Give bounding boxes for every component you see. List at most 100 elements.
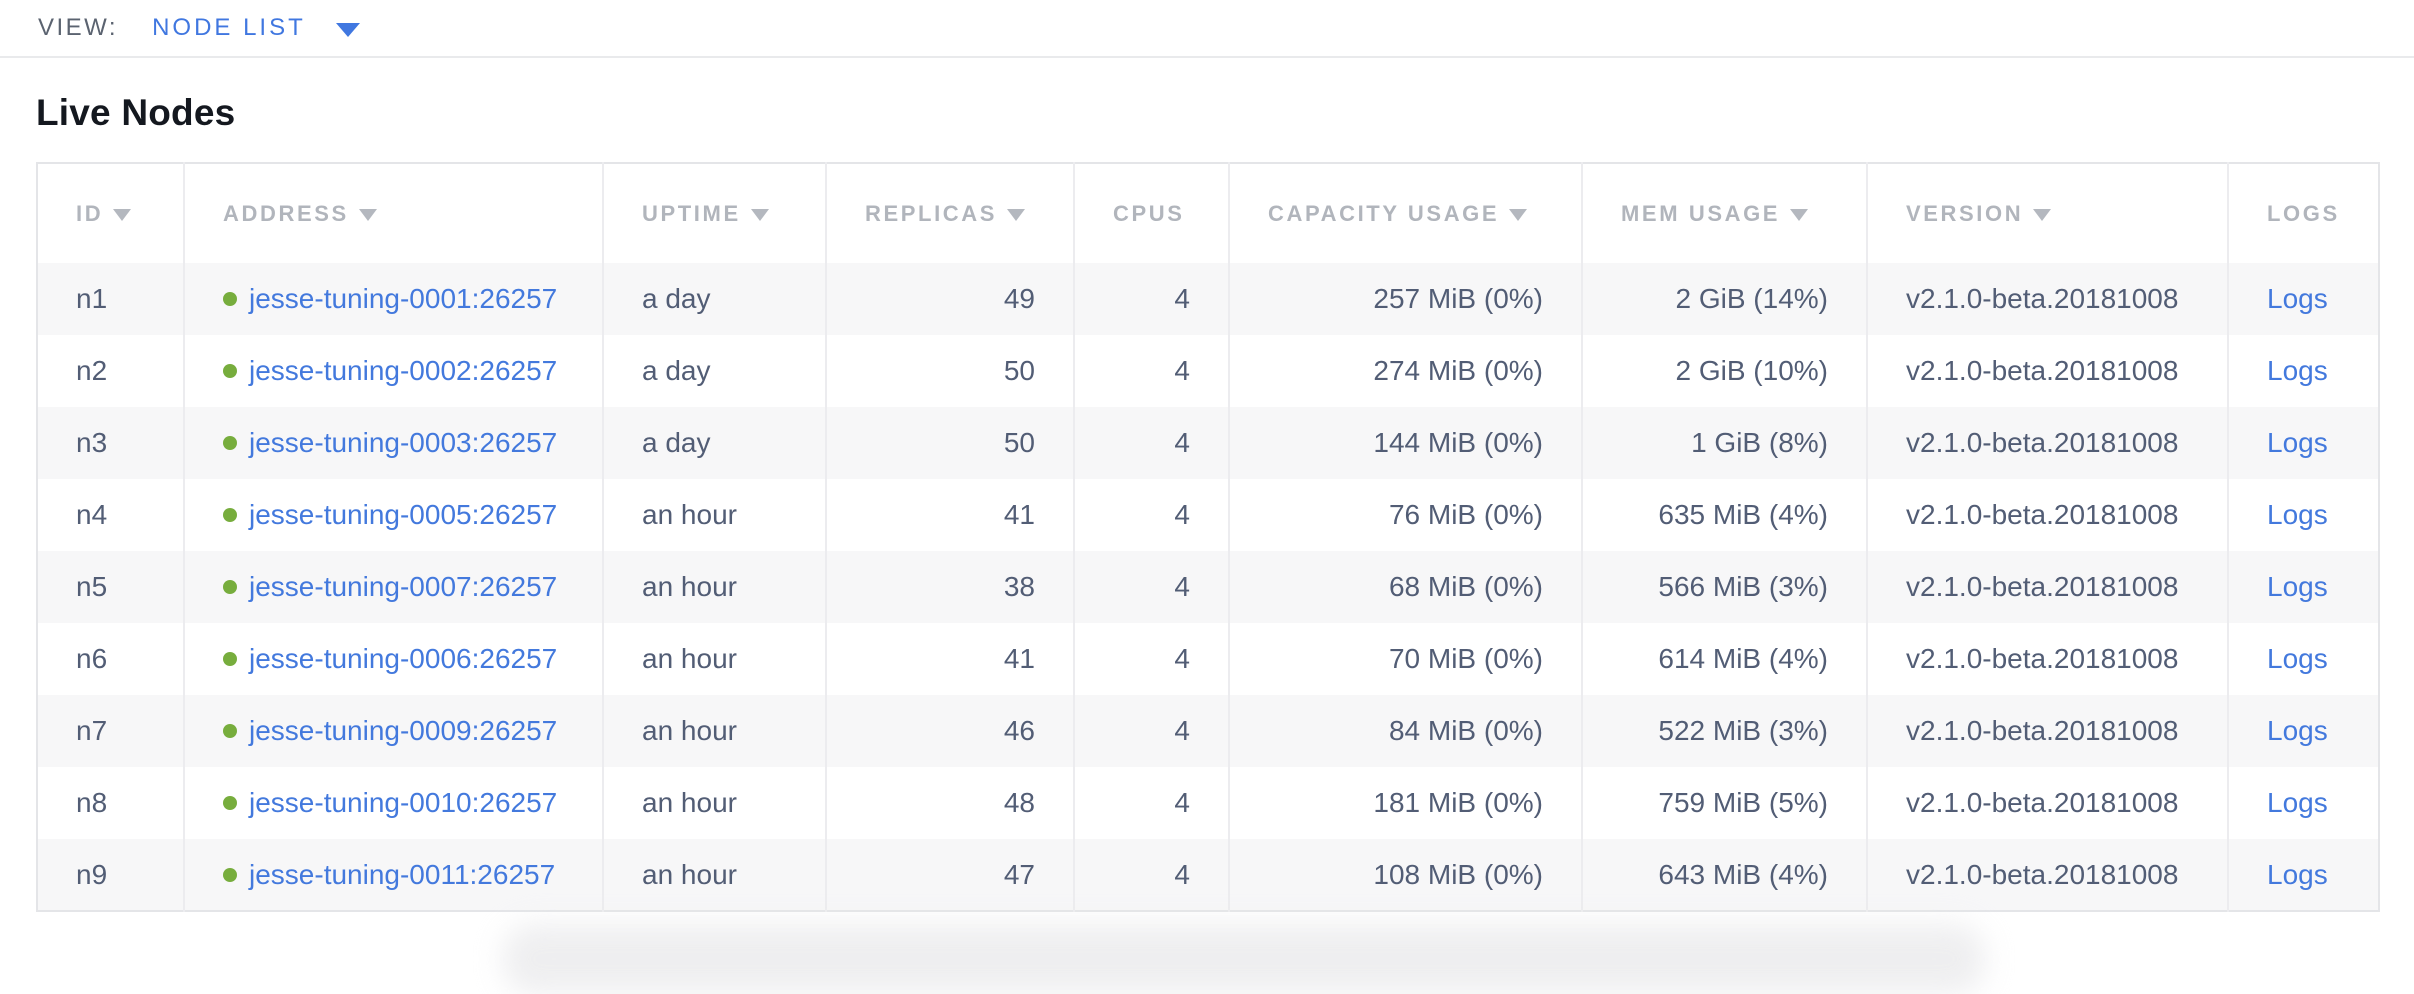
cell-id: n1 [37,263,185,335]
cell-uptime: a day [603,407,827,479]
node-address-link[interactable]: jesse-tuning-0009:26257 [249,715,558,746]
node-logs-link[interactable]: Logs [2267,499,2328,530]
column-header-uptime[interactable]: UPTIME [603,163,827,263]
next-section-edge [503,924,1985,994]
view-selector-dropdown[interactable]: NODE LIST [152,14,360,42]
cell-version: v2.1.0-beta.20181008 [1867,695,2229,767]
cell-version: v2.1.0-beta.20181008 [1867,479,2229,551]
cell-uptime: an hour [603,479,827,551]
cell-cpus: 4 [1074,623,1230,695]
cell-uptime: a day [603,335,827,407]
cell-address: jesse-tuning-0001:26257 [184,263,604,335]
column-header-cpus: CPUS [1074,163,1230,263]
node-logs-link[interactable]: Logs [2267,787,2328,818]
cell-replicas: 46 [826,695,1075,767]
cell-cpus: 4 [1074,551,1230,623]
cell-mem: 643 MiB (4%) [1582,839,1868,911]
cell-capacity: 274 MiB (0%) [1229,335,1583,407]
cell-address: jesse-tuning-0007:26257 [184,551,604,623]
node-address-link[interactable]: jesse-tuning-0005:26257 [249,499,558,530]
cell-version: v2.1.0-beta.20181008 [1867,407,2229,479]
node-address-link[interactable]: jesse-tuning-0001:26257 [249,283,558,314]
column-header-label: CPUS [1113,200,1185,226]
node-logs-link[interactable]: Logs [2267,427,2328,458]
cell-replicas: 38 [826,551,1075,623]
sort-desc-arrow-icon [358,208,377,221]
sort-desc-arrow-icon [1509,208,1528,221]
cell-logs: Logs [2228,551,2379,623]
sort-desc-arrow-icon [2033,208,2052,221]
cell-replicas: 41 [826,479,1075,551]
cell-capacity: 76 MiB (0%) [1229,479,1583,551]
column-header-replicas[interactable]: REPLICAS [826,163,1075,263]
cell-address: jesse-tuning-0010:26257 [184,767,604,839]
column-header-address[interactable]: ADDRESS [184,163,604,263]
node-logs-link[interactable]: Logs [2267,355,2328,386]
cell-address: jesse-tuning-0006:26257 [184,623,604,695]
cell-id: n4 [37,479,185,551]
cell-capacity: 70 MiB (0%) [1229,623,1583,695]
node-live-status-icon [223,867,237,882]
view-label: VIEW: [38,14,119,41]
cell-cpus: 4 [1074,695,1230,767]
cell-logs: Logs [2228,407,2379,479]
column-header-label: ADDRESS [223,200,349,226]
table-row: n6 jesse-tuning-0006:26257 an hour 41 4 70 Mi… [37,623,2379,695]
cell-capacity: 144 MiB (0%) [1229,407,1583,479]
table-row: n2 jesse-tuning-0002:26257 a day 50 4 274 MiB… [37,335,2379,407]
node-logs-link[interactable]: Logs [2267,571,2328,602]
cell-mem: 566 MiB (3%) [1582,551,1868,623]
cell-replicas: 49 [826,263,1075,335]
cell-version: v2.1.0-beta.20181008 [1867,551,2229,623]
cell-address: jesse-tuning-0002:26257 [184,335,604,407]
table-header: ID ADDRESS UPTIME REPLICAS CPUS CAPACITY USAG… [37,163,2379,263]
cell-capacity: 68 MiB (0%) [1229,551,1583,623]
cell-logs: Logs [2228,839,2379,911]
cell-address: jesse-tuning-0003:26257 [184,407,604,479]
table-row: n1 jesse-tuning-0001:26257 a day 49 4 257 MiB… [37,263,2379,335]
node-address-link[interactable]: jesse-tuning-0002:26257 [249,355,558,386]
node-logs-link[interactable]: Logs [2267,283,2328,314]
column-header-label: MEM USAGE [1621,200,1781,226]
node-address-link[interactable]: jesse-tuning-0006:26257 [249,643,558,674]
node-live-status-icon [223,508,237,522]
cell-uptime: a day [603,263,827,335]
node-address-link[interactable]: jesse-tuning-0011:26257 [249,858,556,890]
node-logs-link[interactable]: Logs [2267,643,2328,674]
column-header-logs: LOGS [2228,163,2379,263]
cell-logs: Logs [2228,623,2379,695]
cell-cpus: 4 [1074,407,1230,479]
column-header-mem[interactable]: MEM USAGE [1582,163,1868,263]
cell-logs: Logs [2228,695,2379,767]
cell-cpus: 4 [1074,263,1230,335]
cell-uptime: an hour [603,695,827,767]
cell-address: jesse-tuning-0011:26257 [184,839,604,911]
column-header-version[interactable]: VERSION [1867,163,2229,263]
cell-mem: 522 MiB (3%) [1582,695,1868,767]
cell-logs: Logs [2228,767,2379,839]
column-header-label: VERSION [1906,200,2024,226]
cell-capacity: 84 MiB (0%) [1229,695,1583,767]
column-header-capacity[interactable]: CAPACITY USAGE [1229,163,1583,263]
view-selector-value[interactable]: NODE LIST [152,14,306,41]
node-live-status-icon [223,724,237,738]
page-title: Live Nodes [36,92,236,133]
node-address-link[interactable]: jesse-tuning-0007:26257 [249,571,558,602]
column-header-id[interactable]: ID [37,163,185,263]
cell-version: v2.1.0-beta.20181008 [1867,767,2229,839]
sort-desc-arrow-icon [1007,208,1026,221]
cell-replicas: 47 [826,839,1075,911]
cell-address: jesse-tuning-0005:26257 [184,479,604,551]
cell-version: v2.1.0-beta.20181008 [1867,263,2229,335]
node-logs-link[interactable]: Logs [2267,858,2328,890]
table-row: n7 jesse-tuning-0009:26257 an hour 46 4 84 Mi… [37,695,2379,767]
node-live-status-icon [223,364,237,378]
cell-mem: 635 MiB (4%) [1582,479,1868,551]
column-header-label: LOGS [2267,200,2340,226]
node-address-link[interactable]: jesse-tuning-0010:26257 [249,787,558,818]
node-live-status-icon [223,796,237,810]
node-logs-link[interactable]: Logs [2267,715,2328,746]
cell-mem: 614 MiB (4%) [1582,623,1868,695]
cell-capacity: 108 MiB (0%) [1229,839,1583,911]
node-address-link[interactable]: jesse-tuning-0003:26257 [249,427,558,458]
